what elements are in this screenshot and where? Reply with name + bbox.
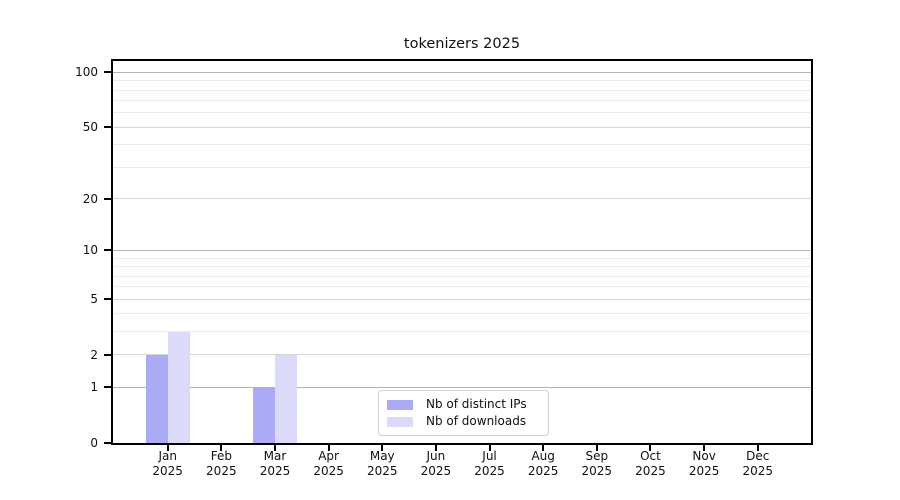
legend: Nb of distinct IPs Nb of downloads (378, 390, 549, 436)
legend-item-downloads: Nb of downloads (387, 413, 540, 430)
gridline-minor (113, 286, 811, 288)
gridline-minor (113, 331, 811, 333)
x-axis-tick-label: Jul 2025 (474, 449, 505, 478)
x-axis-tick-label: Sep 2025 (581, 449, 613, 478)
gridline-minor (113, 275, 811, 277)
y-axis-tick-label: 20 (82, 191, 98, 206)
bar-downloads-mar (274, 354, 297, 443)
gridline-major (113, 386, 811, 388)
x-axis-tick (166, 445, 169, 451)
gridline-major (113, 71, 811, 73)
x-axis-tick (595, 445, 598, 451)
legend-item-distinct-ips: Nb of distinct IPs (387, 396, 540, 413)
y-axis-tick (104, 126, 111, 129)
x-axis-tick-label: May 2025 (366, 449, 398, 478)
gridline-minor (113, 266, 811, 268)
x-axis-tick (327, 445, 330, 451)
x-axis-tick (756, 445, 759, 451)
y-axis-tick (104, 386, 111, 389)
chart-title: tokenizers 2025 (403, 36, 521, 52)
gridline-minor (113, 89, 811, 91)
x-axis-tick (488, 445, 491, 451)
gridline-minor (113, 144, 811, 146)
bar-distinct-ips-jan (145, 354, 168, 443)
x-axis-tick-label: Feb 2025 (206, 449, 237, 478)
x-axis-tick (273, 445, 276, 451)
gridline-minor (113, 313, 811, 315)
x-axis-tick-label: Apr 2025 (313, 449, 344, 478)
plot-area (111, 59, 813, 445)
gridline-major (113, 298, 811, 300)
x-axis-tick (434, 445, 437, 451)
y-axis-tick-label: 0 (90, 436, 98, 450)
gridline-major (113, 249, 811, 251)
x-axis-tick (381, 445, 384, 451)
gridline-major (113, 198, 811, 200)
x-axis-tick-label: Dec 2025 (742, 449, 773, 478)
y-axis-tick (104, 197, 111, 200)
gridline-major (113, 354, 811, 356)
x-axis-tick-label: Jun 2025 (420, 449, 452, 478)
x-axis-tick-label: Aug 2025 (527, 449, 559, 478)
x-axis-tick (542, 445, 545, 451)
gridline-minor (113, 112, 811, 114)
bar-distinct-ips-mar (252, 387, 275, 443)
legend-swatch-downloads (387, 416, 413, 427)
legend-label-downloads: Nb of downloads (426, 414, 527, 428)
bar-downloads-jan (167, 331, 190, 443)
y-axis-tick-label: 100 (75, 65, 98, 80)
legend-swatch-distinct-ips (387, 399, 413, 410)
x-axis-tick (649, 445, 652, 451)
gridline-minor (113, 166, 811, 168)
x-axis-tick-label: Oct 2025 (635, 449, 666, 478)
y-axis-tick (104, 249, 111, 252)
y-axis-tick-label: 50 (82, 120, 98, 135)
x-axis-tick (220, 445, 223, 451)
y-axis-tick (104, 71, 111, 74)
y-axis-tick-label: 1 (90, 380, 98, 395)
y-axis-tick (104, 442, 111, 444)
y-axis-tick-label: 5 (90, 292, 98, 307)
y-axis-tick-label: 10 (82, 243, 98, 258)
x-axis-tick (703, 445, 706, 451)
gridline-minor (113, 100, 811, 102)
y-axis-tick (104, 298, 111, 301)
gridline-major (113, 126, 811, 128)
gridline-minor (113, 257, 811, 259)
x-axis-tick-label: Mar 2025 (259, 449, 291, 478)
x-axis-tick-label: Jan 2025 (152, 449, 183, 478)
y-axis-tick (104, 353, 111, 356)
gridline-minor (113, 80, 811, 82)
legend-label-distinct-ips: Nb of distinct IPs (426, 397, 527, 411)
x-axis-tick-label: Nov 2025 (688, 449, 720, 478)
y-axis-tick-label: 2 (90, 347, 98, 362)
